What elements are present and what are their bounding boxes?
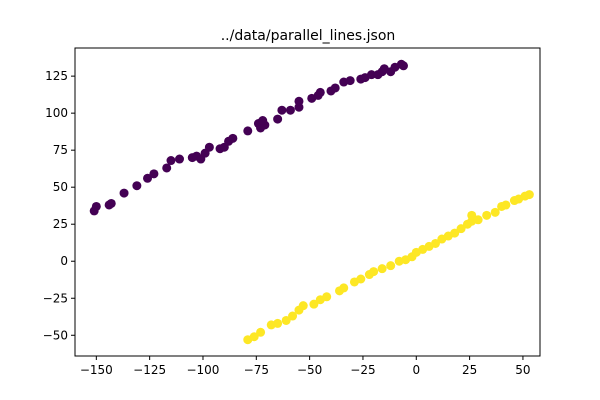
y-tick-label: 100 — [45, 106, 68, 120]
data-point — [450, 228, 460, 238]
data-point — [330, 83, 340, 93]
x-tick-label: 50 — [515, 363, 530, 377]
y-tick-label: −50 — [43, 328, 68, 342]
data-point — [106, 198, 116, 208]
data-point — [309, 299, 319, 309]
data-point — [149, 169, 159, 179]
data-point — [356, 274, 366, 284]
data-point — [345, 76, 355, 86]
data-point — [501, 200, 511, 210]
data-point — [281, 315, 291, 325]
data-point — [298, 301, 308, 311]
data-point — [473, 215, 483, 225]
data-point — [243, 126, 253, 136]
data-point — [430, 238, 440, 248]
x-tick-label: −25 — [350, 363, 375, 377]
x-tick-label: 25 — [462, 363, 477, 377]
x-tick-label: −75 — [244, 363, 269, 377]
data-point — [277, 105, 287, 115]
x-tick-label: −100 — [186, 363, 219, 377]
data-point — [162, 163, 172, 173]
data-point — [369, 267, 379, 277]
y-tick-label: −25 — [43, 291, 68, 305]
data-point — [204, 142, 214, 152]
data-point — [91, 201, 101, 211]
data-point — [258, 116, 268, 126]
plot-area: −150 −125 −100 −75 −50 −25 0 25 50 −50 −25 0 25 50 75 1… — [43, 47, 541, 377]
data-point — [175, 154, 185, 164]
data-point — [322, 292, 332, 302]
data-point — [524, 190, 534, 200]
chart-title: ../data/parallel_lines.json — [221, 28, 396, 44]
x-tick-label: −125 — [133, 363, 166, 377]
data-point — [228, 133, 238, 143]
data-point — [490, 207, 500, 217]
data-point — [366, 70, 376, 80]
data-point — [339, 283, 349, 293]
data-point — [294, 96, 304, 106]
data-point — [166, 156, 176, 166]
data-point — [467, 210, 477, 220]
data-point — [288, 311, 298, 321]
data-point — [132, 181, 142, 191]
data-point — [143, 173, 153, 183]
data-point — [256, 327, 266, 337]
y-tick-label: 50 — [53, 180, 68, 194]
x-tick-label: −50 — [297, 363, 322, 377]
y-tick-label: 25 — [53, 217, 68, 231]
x-tick-label: 0 — [412, 363, 420, 377]
data-point — [249, 332, 259, 342]
x-tick-label: −150 — [80, 363, 113, 377]
data-point — [285, 105, 295, 115]
y-tick-label: 125 — [45, 69, 68, 83]
data-point — [119, 188, 129, 198]
data-point — [456, 224, 466, 234]
y-tick-label: 0 — [60, 254, 68, 268]
data-point — [386, 261, 396, 271]
y-tick-label: 75 — [53, 143, 68, 157]
data-point — [482, 210, 492, 220]
data-point — [396, 59, 406, 69]
data-point — [377, 264, 387, 274]
data-point — [273, 114, 283, 124]
axes-frame — [74, 47, 541, 357]
data-point — [273, 318, 283, 328]
data-point — [315, 87, 325, 97]
